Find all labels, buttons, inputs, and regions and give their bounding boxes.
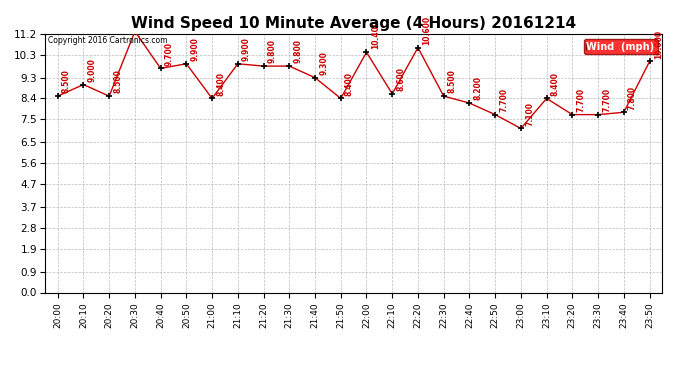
Text: Copyright 2016 Cartronics.com: Copyright 2016 Cartronics.com [48, 36, 168, 45]
Text: 7.700: 7.700 [602, 88, 611, 112]
Text: 9.300: 9.300 [319, 51, 328, 75]
Text: 9.800: 9.800 [268, 39, 277, 63]
Text: 7.100: 7.100 [525, 102, 534, 126]
Text: 8.200: 8.200 [473, 76, 482, 100]
Text: 9.800: 9.800 [293, 39, 302, 63]
Text: 8.500: 8.500 [62, 69, 71, 93]
Text: 9.700: 9.700 [165, 42, 174, 66]
Text: 8.400: 8.400 [551, 72, 560, 96]
Text: 8.500: 8.500 [448, 69, 457, 93]
Text: 10.600: 10.600 [422, 16, 431, 45]
Text: 8.500: 8.500 [113, 69, 122, 93]
Text: 11.300: 11.300 [0, 374, 1, 375]
Text: 10.000: 10.000 [653, 30, 662, 59]
Text: 8.400: 8.400 [216, 72, 225, 96]
Title: Wind Speed 10 Minute Average (4 Hours) 20161214: Wind Speed 10 Minute Average (4 Hours) 2… [131, 16, 576, 31]
Text: 7.700: 7.700 [577, 88, 586, 112]
Text: 9.000: 9.000 [88, 58, 97, 82]
Text: 9.900: 9.900 [242, 37, 251, 61]
Legend: Wind  (mph): Wind (mph) [584, 39, 658, 54]
Text: 8.600: 8.600 [396, 67, 406, 91]
Text: 7.700: 7.700 [500, 88, 509, 112]
Text: 7.800: 7.800 [628, 86, 637, 109]
Text: 10.400: 10.400 [371, 20, 380, 50]
Text: 8.400: 8.400 [345, 72, 354, 96]
Text: 9.900: 9.900 [190, 37, 199, 61]
